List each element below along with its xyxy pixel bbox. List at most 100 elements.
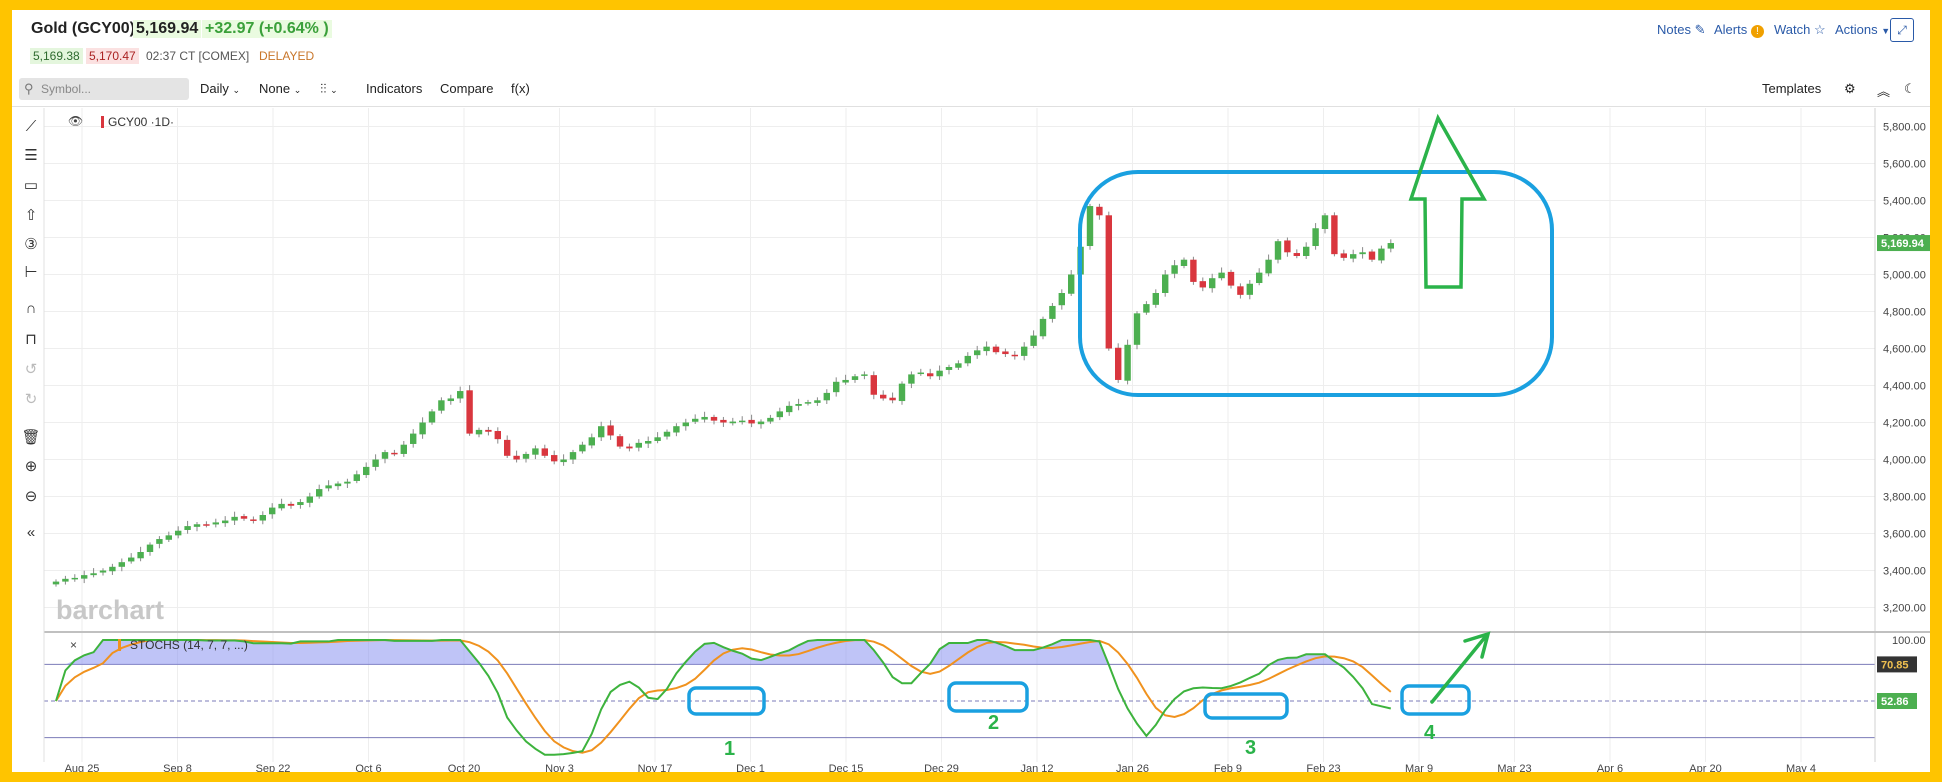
zoom-out-icon[interactable]: ⊖ [24, 488, 38, 505]
last-price-tag [1877, 235, 1930, 252]
candle-body [908, 374, 915, 384]
pencil-icon: ✎ [1694, 22, 1706, 37]
candle-body [1209, 278, 1216, 289]
candle-body [71, 577, 78, 580]
notes-button[interactable]: Notes ✎ [1657, 22, 1706, 37]
candle-body [1143, 304, 1150, 313]
candle-body [146, 544, 154, 552]
candle-body [466, 390, 473, 434]
candle-body [1086, 206, 1094, 247]
chart-style-select[interactable]: ⫶⫶ ⌄ [320, 81, 338, 97]
candle-body [1340, 253, 1347, 258]
caret-down-icon: ▼ [1881, 26, 1891, 36]
chevron-down-icon: ⌄ [330, 85, 338, 95]
watch-button[interactable]: Watch ☆ [1774, 22, 1826, 37]
candle-body [428, 411, 436, 423]
delayed-badge: DELAYED [259, 49, 315, 63]
collapse-icon[interactable]: ︽ [1877, 84, 1891, 99]
indicators-button[interactable]: Indicators [366, 81, 423, 96]
rectangle-tool-icon[interactable]: ▭ [23, 177, 39, 194]
close-icon[interactable]: × [70, 638, 77, 652]
candle-body [588, 437, 595, 446]
candle-body [118, 562, 125, 567]
candle-body [1011, 354, 1018, 357]
candle-body [1368, 251, 1376, 260]
markup-layer: 1 2 3 4 [687, 113, 1554, 760]
stoch-pane-legend[interactable]: STOCHS (14, 7, 7, ...) [130, 638, 248, 652]
ask-price: 5,170.47 [86, 48, 139, 64]
candle-body [851, 376, 859, 380]
candle-body [1180, 259, 1188, 266]
candle-body [748, 419, 755, 424]
price-chart[interactable]: 5,800.005,600.005,400.005,200.005,000.00… [12, 10, 1930, 772]
templates-button[interactable]: Templates [1762, 81, 1822, 96]
candle-body [880, 394, 887, 399]
candle-body [936, 370, 943, 377]
expand-icon[interactable]: ⤢ [1890, 18, 1914, 42]
y-tick-label: 3,800.00 [1883, 492, 1926, 504]
lock-icon[interactable]: ⊓ [25, 331, 37, 348]
compare-none-select[interactable]: None ⌄ [259, 81, 302, 96]
candle-body [983, 346, 990, 352]
candle-body [710, 416, 718, 421]
actions-menu[interactable]: Actions ▼ [1835, 22, 1891, 37]
x-tick-label: Jan 12 [1020, 763, 1053, 772]
candle-body [353, 474, 360, 481]
redo-icon[interactable]: ↻ [24, 391, 38, 408]
eye-icon[interactable]: 👁 [68, 114, 83, 128]
candle-body [1049, 305, 1056, 319]
moon-icon[interactable]: ☾ [1904, 81, 1916, 96]
x-tick-label: May 4 [1786, 763, 1816, 772]
search-icon: ⚲ [24, 81, 34, 96]
x-tick-label: Nov 3 [545, 763, 574, 772]
trendline-tool-icon[interactable]: ⟋ [25, 118, 37, 135]
candle-body [1284, 240, 1291, 253]
magnet-icon[interactable]: ∩ [25, 300, 37, 317]
trash-icon[interactable]: 🗑 [21, 429, 41, 446]
compare-button[interactable]: Compare [440, 81, 494, 96]
arrow-tool-icon[interactable]: ⇧ [24, 207, 38, 224]
candle-body [1030, 335, 1037, 346]
candle-body [325, 485, 332, 489]
chevron-down-icon: ⌄ [293, 85, 302, 95]
measure-tool-icon[interactable]: ⊢ [24, 264, 38, 281]
x-tick-label: Sep 22 [256, 763, 291, 772]
candle-body [259, 515, 266, 521]
alerts-button[interactable]: Alerts ! [1714, 22, 1764, 38]
candle-body [1246, 283, 1253, 295]
zoom-in-icon[interactable]: ⊕ [24, 458, 38, 475]
candle-body [372, 459, 379, 467]
price-change: +32.97 (+0.64% ) [202, 20, 332, 38]
candle-body [81, 575, 88, 579]
y-tick-label: 4,200.00 [1883, 418, 1926, 430]
interval-select[interactable]: Daily ⌄ [200, 81, 241, 96]
candle-body [193, 524, 201, 527]
symbol-search-input[interactable]: Symbol... [19, 78, 189, 100]
candle-body [1152, 293, 1159, 305]
gear-icon[interactable]: ⚙ [1844, 81, 1856, 96]
candle-body [1387, 243, 1394, 249]
y-tick-label: 3,400.00 [1883, 566, 1926, 578]
undo-icon[interactable]: ↺ [24, 361, 38, 378]
candle-body [1162, 274, 1169, 293]
counter-tool-icon[interactable]: ③ [24, 236, 38, 253]
fib-tool-icon[interactable]: ☰ [24, 147, 38, 164]
y-tick-label: 4,000.00 [1883, 455, 1926, 467]
candle-body [635, 442, 642, 448]
x-tick-label: Nov 17 [638, 763, 673, 772]
candle-body [52, 581, 60, 585]
candle-body [833, 381, 840, 393]
candles-icon: ⫶⫶ [320, 81, 327, 96]
stoch-d-tag-label: 52.86 [1881, 696, 1909, 708]
candle-body [729, 421, 736, 424]
small-up-arrow [1430, 631, 1491, 704]
candle-body [231, 516, 238, 521]
collapse-toolbar-icon[interactable]: « [26, 524, 36, 541]
fx-button[interactable]: f(x) [511, 81, 530, 96]
price-pane-legend[interactable]: GCY00 ·1D· [108, 115, 174, 129]
candle-body [1105, 215, 1112, 349]
candle-body [692, 418, 699, 422]
annotation-number: 4 [1424, 722, 1436, 744]
candle-body [400, 444, 407, 454]
candle-body [1350, 254, 1357, 259]
